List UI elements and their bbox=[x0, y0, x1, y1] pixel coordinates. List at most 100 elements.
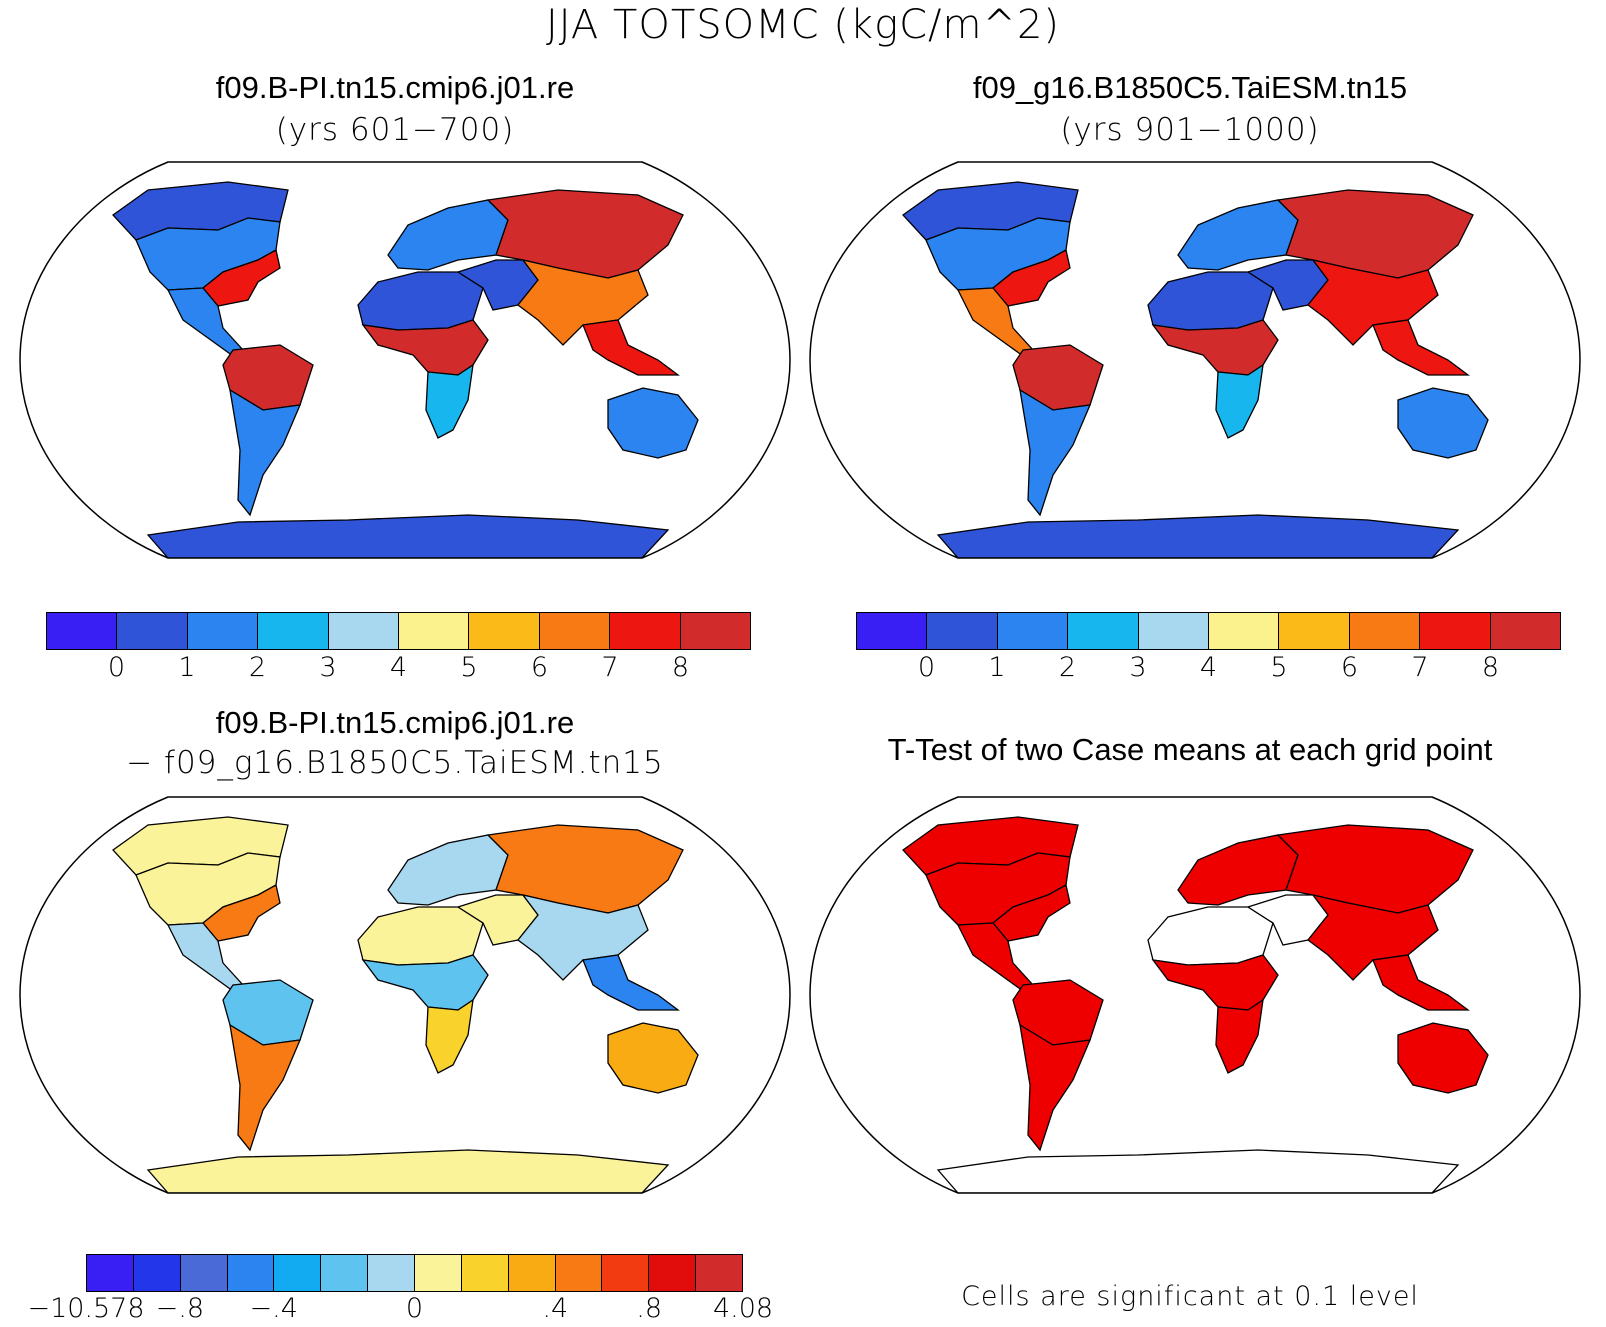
colorbar-swatch bbox=[649, 1255, 697, 1291]
land-region-antarctica bbox=[146, 1149, 670, 1193]
colorbar-tick-label: 0 bbox=[917, 652, 936, 683]
panel-tr-title: f09_g16.B1850C5.TaiESM.tn15 bbox=[972, 70, 1408, 105]
globe-outline bbox=[809, 161, 1581, 559]
colorbar-swatch bbox=[680, 613, 751, 649]
colorbar-tick-label: −.8 bbox=[155, 1293, 205, 1324]
land-region-us-east bbox=[202, 884, 281, 942]
colorbar-tick-label: 8 bbox=[671, 652, 690, 683]
colorbar-tick-label: 6 bbox=[530, 652, 549, 683]
colorbar-swatch bbox=[187, 613, 259, 649]
colorbar-swatch bbox=[927, 613, 998, 649]
colorbar-tick-label: 1 bbox=[988, 652, 1006, 683]
colorbar-swatch bbox=[555, 1255, 603, 1291]
land-region-south-america-south bbox=[229, 388, 302, 517]
land-region-australia bbox=[607, 387, 699, 459]
colorbar-tick-label: .8 bbox=[636, 1293, 663, 1324]
colorbar-tick-label: 2 bbox=[1058, 652, 1077, 683]
colorbar-swatch bbox=[180, 1255, 228, 1291]
land-region-africa-south bbox=[425, 363, 474, 439]
colorbar-top-left-ticks: 0 1 2 3 4 5 6 7 8 bbox=[46, 652, 751, 684]
colorbar-top-right bbox=[856, 612, 1561, 650]
land-region-sahara bbox=[1147, 271, 1274, 331]
colorbar-swatch bbox=[461, 1255, 509, 1291]
land-region-sahara bbox=[357, 271, 484, 331]
land-region-india-china bbox=[1307, 893, 1439, 981]
colorbar-swatch bbox=[610, 613, 681, 649]
colorbar-swatch bbox=[87, 1255, 134, 1291]
land-region-europe bbox=[1177, 199, 1299, 271]
land-region-africa-south bbox=[1215, 363, 1264, 439]
colorbar-swatch bbox=[274, 1255, 322, 1291]
land-region-europe bbox=[1177, 834, 1299, 906]
colorbar-swatch bbox=[133, 1255, 181, 1291]
map-bottom-right bbox=[809, 796, 1581, 1194]
colorbar-swatch bbox=[321, 1255, 369, 1291]
globe-outline bbox=[19, 161, 791, 559]
panel-tr-subtitle: (yrs 901−1000) bbox=[1060, 112, 1320, 148]
colorbar-top-right-ticks: 0 1 2 3 4 5 6 7 8 bbox=[856, 652, 1561, 684]
panel-bl-title: f09.B-PI.tn15.cmip6.j01.re bbox=[215, 705, 575, 740]
land-region-us-east bbox=[992, 884, 1071, 942]
colorbar-swatch bbox=[117, 613, 188, 649]
colorbar-tick-label: 4 bbox=[1199, 652, 1218, 683]
colorbar-swatch bbox=[328, 613, 400, 649]
colorbar-swatch bbox=[1420, 613, 1491, 649]
colorbar-tick-label: 5 bbox=[460, 652, 478, 683]
colorbar-swatch bbox=[368, 1255, 416, 1291]
land-region-australia bbox=[1397, 1022, 1489, 1094]
land-region-south-america-south bbox=[1019, 388, 1092, 517]
colorbar-swatch bbox=[1068, 613, 1139, 649]
land-region-australia bbox=[607, 1022, 699, 1094]
panel-tl-title: f09.B-PI.tn15.cmip6.j01.re bbox=[215, 70, 575, 105]
land-region-europe bbox=[387, 199, 509, 271]
land-region-india-china bbox=[517, 258, 649, 346]
colorbar-tick-label: 0 bbox=[405, 1293, 424, 1324]
land-region-antarctica bbox=[936, 1149, 1460, 1193]
colorbar-swatch bbox=[508, 1255, 556, 1291]
colorbar-bottom-left-ticks: −10.578 −.8 −.4 0 .4 .8 4.08 bbox=[27, 1293, 773, 1325]
colorbar-tick-label: 2 bbox=[248, 652, 267, 683]
colorbar-swatch bbox=[415, 1255, 462, 1291]
colorbar-tick-label: −.4 bbox=[249, 1293, 298, 1324]
colorbar-tick-label: −10.578 bbox=[27, 1293, 145, 1324]
land-region-sahara bbox=[357, 906, 484, 966]
land-region-us-east bbox=[992, 249, 1071, 307]
panel-tl-subtitle: (yrs 601−700) bbox=[275, 112, 515, 148]
colorbar-tick-label: 0 bbox=[107, 652, 126, 683]
figure-title: JJA TOTSOMC (kgC/m^2) bbox=[545, 2, 1061, 48]
map-bottom-left bbox=[19, 796, 791, 1194]
colorbar-tick-label: 7 bbox=[1411, 652, 1429, 683]
land-region-africa-south bbox=[1215, 998, 1264, 1074]
colorbar-tick-label: 3 bbox=[319, 652, 337, 683]
land-region-antarctica bbox=[146, 514, 670, 558]
land-region-australia bbox=[1397, 387, 1489, 459]
land-region-sahara bbox=[1147, 906, 1274, 966]
colorbar-tick-label: 4 bbox=[389, 652, 408, 683]
colorbar-tick-label: 6 bbox=[1340, 652, 1359, 683]
colorbar-tick-label: .4 bbox=[542, 1293, 569, 1324]
colorbar-bottom-left bbox=[86, 1254, 743, 1292]
colorbar-tick-label: 8 bbox=[1481, 652, 1500, 683]
land-region-india-china bbox=[1307, 258, 1439, 346]
land-region-us-east bbox=[202, 249, 281, 307]
colorbar-swatch bbox=[1138, 613, 1210, 649]
map-top-left bbox=[19, 161, 791, 559]
land-region-antarctica bbox=[936, 514, 1460, 558]
colorbar-swatch bbox=[1279, 613, 1350, 649]
colorbar-swatch bbox=[469, 613, 540, 649]
colorbar-tick-label: 3 bbox=[1129, 652, 1147, 683]
colorbar-swatch bbox=[1209, 613, 1280, 649]
colorbar-swatch bbox=[47, 613, 118, 649]
land-region-se-asia bbox=[582, 319, 680, 376]
globe-outline bbox=[19, 796, 791, 1194]
colorbar-swatch bbox=[997, 613, 1069, 649]
colorbar-swatch bbox=[602, 1255, 650, 1291]
colorbar-swatch bbox=[399, 613, 470, 649]
colorbar-tick-label: 7 bbox=[601, 652, 619, 683]
colorbar-tick-label: 4.08 bbox=[712, 1293, 774, 1324]
colorbar-swatch bbox=[258, 613, 329, 649]
land-region-india-china bbox=[517, 893, 649, 981]
land-region-europe bbox=[387, 834, 509, 906]
land-region-se-asia bbox=[1372, 954, 1470, 1011]
land-region-south-america-south bbox=[229, 1023, 302, 1152]
